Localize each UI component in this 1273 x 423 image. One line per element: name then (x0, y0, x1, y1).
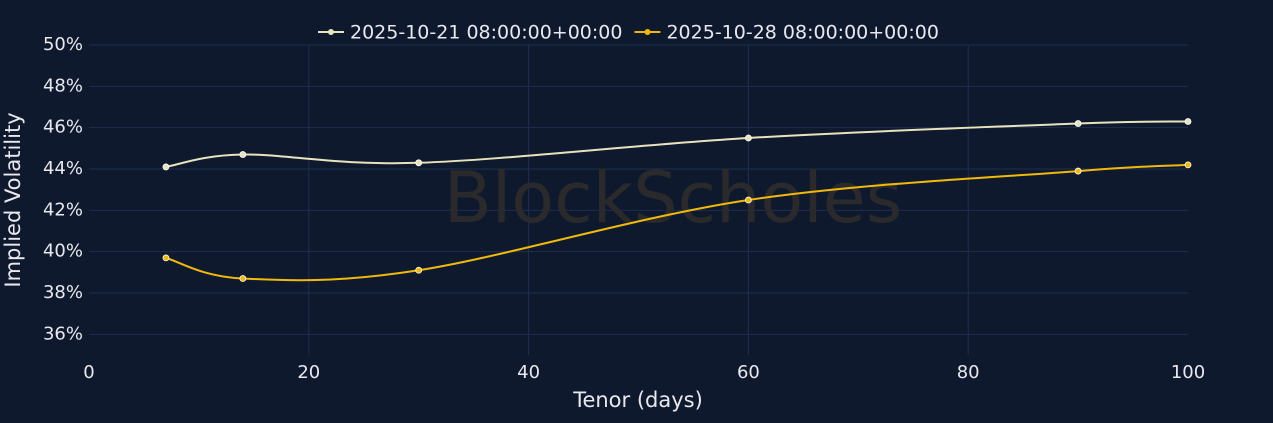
data-point (745, 196, 752, 204)
x-tick-label: 60 (737, 362, 760, 383)
legend-label: 2025-10-21 08:00:00+00:00 (350, 22, 622, 44)
y-tick-label: 48% (43, 75, 83, 96)
y-tick-label: 42% (43, 199, 83, 220)
x-tick-label: 100 (1171, 362, 1205, 383)
data-point (239, 151, 247, 158)
data-point (1074, 120, 1082, 127)
data-point (415, 159, 423, 167)
y-tick-label: 50% (43, 34, 83, 55)
data-point (1074, 167, 1082, 175)
data-point (745, 134, 752, 142)
y-axis-title: Implied Volatility (1, 112, 25, 287)
x-tick-label: 80 (957, 362, 980, 383)
data-point (1184, 161, 1192, 169)
x-tick-label: 0 (83, 362, 94, 383)
y-tick-label: 46% (43, 117, 83, 138)
y-tick-label: 38% (43, 282, 83, 303)
data-point (239, 275, 247, 282)
x-tick-label: 40 (517, 362, 540, 383)
data-point (1184, 118, 1192, 125)
legend-label: 2025-10-28 08:00:00+00:00 (666, 22, 938, 44)
data-point (162, 163, 170, 171)
y-tick-label: 40% (43, 241, 83, 262)
data-point (415, 266, 423, 274)
legend-marker (644, 29, 651, 35)
legend-marker (328, 29, 334, 35)
y-tick-label: 44% (43, 158, 83, 179)
watermark: BlockScholes (444, 157, 902, 239)
x-tick-label: 20 (297, 362, 320, 383)
x-axis-title: Tenor (days) (572, 388, 703, 412)
y-tick-label: 36% (43, 323, 83, 344)
data-point (162, 254, 170, 262)
